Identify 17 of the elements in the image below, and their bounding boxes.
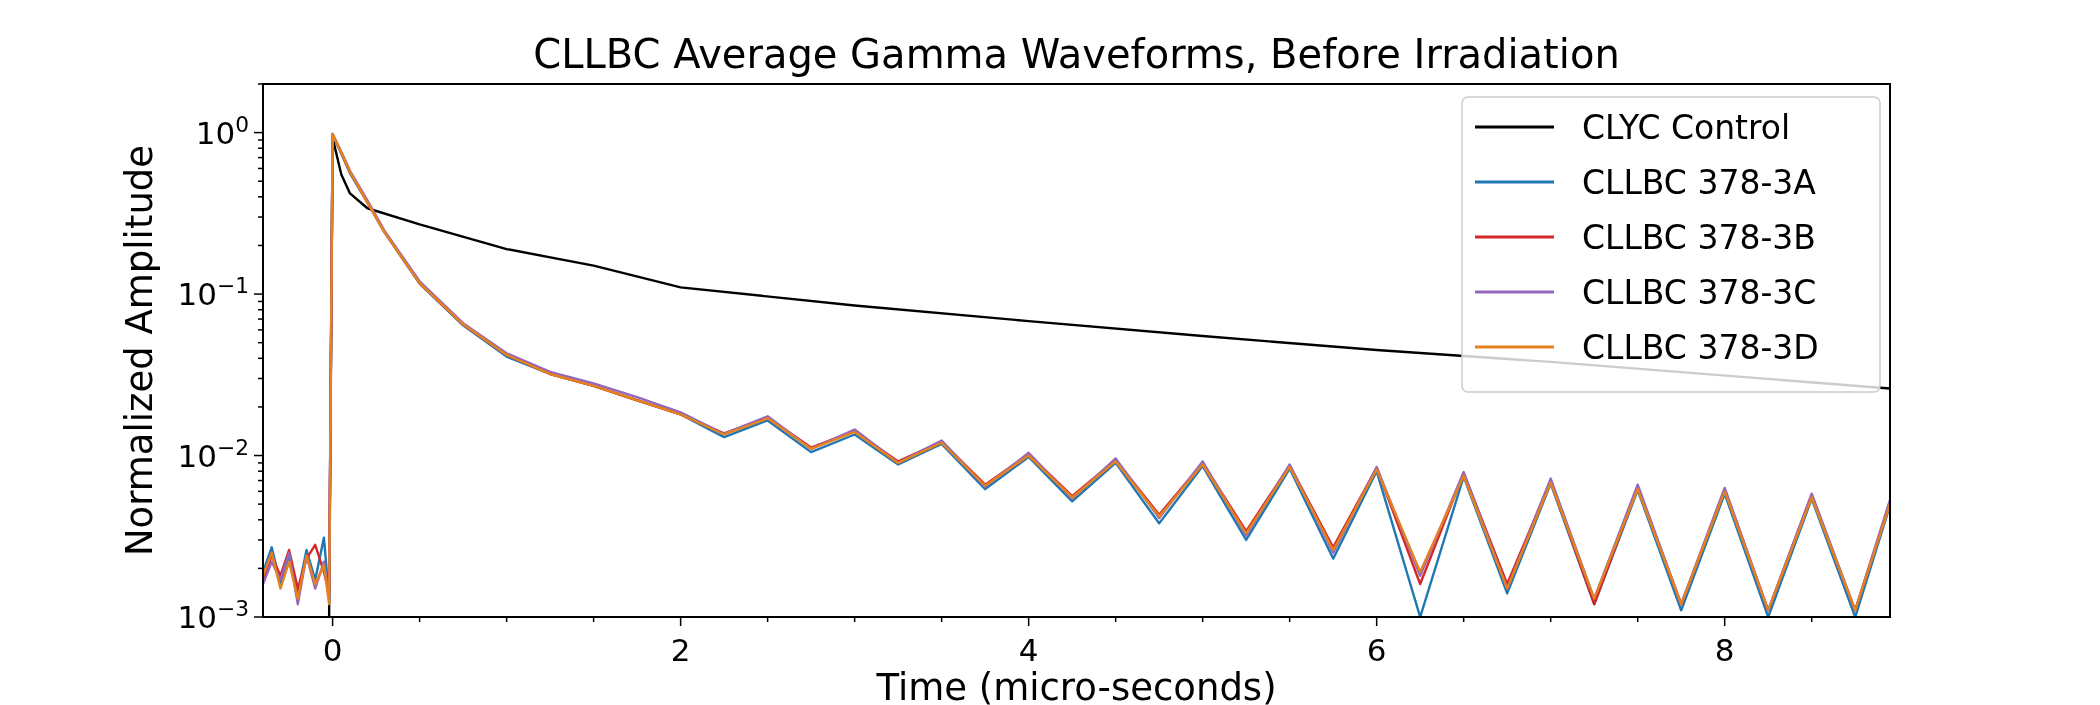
legend-label: CLLBC 378-3A xyxy=(1582,163,1817,202)
chart-title: CLLBC Average Gamma Waveforms, Before Irradiation xyxy=(533,31,1620,77)
x-tick-label: 2 xyxy=(670,632,691,668)
y-tick-label: 10$^{−3}$ xyxy=(177,595,249,635)
legend-label: CLLBC 378-3B xyxy=(1582,218,1816,257)
legend-label: CLYC Control xyxy=(1582,108,1791,147)
y-tick-label: 10$^{−2}$ xyxy=(177,434,249,474)
legend-label: CLLBC 378-3C xyxy=(1582,273,1817,312)
x-tick-label: 4 xyxy=(1018,632,1039,668)
y-axis-title: Normalized Amplitude xyxy=(118,144,161,557)
legend-label: CLLBC 378-3D xyxy=(1582,328,1819,367)
y-tick-label: 10$^{0}$ xyxy=(195,111,249,151)
x-tick-label: 6 xyxy=(1366,632,1387,668)
x-axis-title: Time (micro-seconds) xyxy=(875,666,1277,705)
x-tick-label: 0 xyxy=(322,632,343,668)
x-tick-label: 8 xyxy=(1714,632,1735,668)
y-tick-label: 10$^{−1}$ xyxy=(177,272,249,313)
